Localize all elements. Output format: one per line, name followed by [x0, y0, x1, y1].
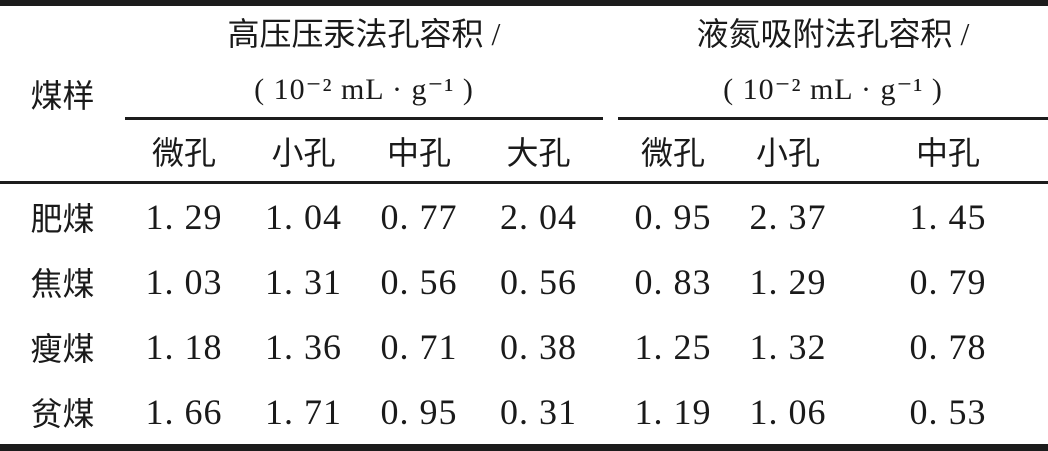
group-rule-left — [125, 117, 603, 120]
group-unit: ( 10⁻² mL · g⁻¹ ) — [723, 73, 943, 107]
data-cell: 0. 95 — [380, 391, 458, 432]
data-cell: 0. 53 — [909, 391, 987, 432]
table-header: 煤样 高压压汞法孔容积 / ( 10⁻² mL · g⁻¹ ) 液氮吸附法孔容积… — [0, 6, 1048, 181]
table-top-rule — [0, 0, 1048, 6]
data-cell: 1. 04 — [265, 196, 342, 237]
header-body-rule — [0, 181, 1048, 184]
data-cell: 1. 25 — [634, 326, 712, 367]
row-label: 焦煤 — [30, 265, 95, 302]
subcolumn-header-micro-hg: 微孔 — [151, 134, 216, 171]
data-cell: 0. 31 — [500, 391, 577, 432]
data-cell: 1. 66 — [145, 391, 223, 432]
group-title: 高压压汞法孔容积 / — [227, 15, 501, 52]
data-cell: 1. 19 — [634, 391, 712, 432]
data-cell: 0. 83 — [634, 261, 712, 302]
subcolumn-header-small-hg: 小孔 — [271, 134, 336, 171]
data-cell: 1. 06 — [749, 391, 827, 432]
data-cell: 1. 03 — [145, 261, 223, 302]
data-cell: 1. 45 — [909, 196, 987, 237]
row-label: 肥煤 — [30, 200, 95, 237]
data-cell: 2. 37 — [749, 196, 827, 237]
group-header-mercury-porosimetry: 高压压汞法孔容积 / ( 10⁻² mL · g⁻¹ ) — [125, 6, 603, 117]
table-body: 肥煤 1. 29 1. 04 0. 77 2. 04 0. 95 2. 37 1… — [0, 184, 1048, 444]
subcolumn-header-small-n2: 小孔 — [755, 134, 820, 171]
data-cell: 0. 77 — [380, 196, 458, 237]
group-divider-rules — [0, 117, 1048, 120]
data-cell: 0. 95 — [634, 196, 712, 237]
data-cell: 0. 79 — [909, 261, 987, 302]
data-cell: 0. 56 — [380, 261, 458, 302]
data-cell: 1. 71 — [265, 391, 342, 432]
data-cell: 0. 71 — [380, 326, 458, 367]
data-cell: 2. 04 — [500, 196, 577, 237]
row-label: 瘦煤 — [30, 330, 95, 367]
group-header-nitrogen-adsorption: 液氮吸附法孔容积 / ( 10⁻² mL · g⁻¹ ) — [618, 6, 1048, 117]
data-cell: 1. 18 — [145, 326, 223, 367]
table-row-meager-coal: 贫煤 1. 66 1. 71 0. 95 0. 31 1. 19 1. 06 0… — [0, 379, 1048, 444]
row-header-coal-sample: 煤样 — [30, 77, 95, 114]
data-cell: 1. 36 — [265, 326, 342, 367]
table-row-lean-coal: 瘦煤 1. 18 1. 36 0. 71 0. 38 1. 25 1. 32 0… — [0, 314, 1048, 379]
table-row-coking-coal: 焦煤 1. 03 1. 31 0. 56 0. 56 0. 83 1. 29 0… — [0, 249, 1048, 314]
table-bottom-rule — [0, 444, 1048, 451]
subcolumn-header-medium-hg: 中孔 — [386, 134, 451, 171]
data-cell: 0. 78 — [909, 326, 987, 367]
data-cell: 1. 31 — [265, 261, 342, 302]
group-rule-right — [618, 117, 1048, 120]
group-title: 液氮吸附法孔容积 / — [696, 15, 970, 52]
data-cell: 0. 56 — [500, 261, 577, 302]
row-label: 贫煤 — [30, 395, 95, 432]
subcolumn-header-micro-n2: 微孔 — [640, 134, 705, 171]
data-cell: 1. 29 — [145, 196, 223, 237]
data-cell: 0. 38 — [500, 326, 577, 367]
subcolumn-header-large-hg: 大孔 — [506, 134, 571, 171]
group-title-row: 高压压汞法孔容积 / ( 10⁻² mL · g⁻¹ ) 液氮吸附法孔容积 / … — [0, 6, 1048, 117]
subcolumn-header-medium-n2: 中孔 — [915, 134, 980, 171]
subcolumn-header-row: 微孔 小孔 中孔 大孔 微孔 小孔 中孔 — [0, 120, 1048, 181]
group-unit: ( 10⁻² mL · g⁻¹ ) — [254, 73, 474, 107]
data-cell: 1. 32 — [749, 326, 827, 367]
table-row-fat-coal: 肥煤 1. 29 1. 04 0. 77 2. 04 0. 95 2. 37 1… — [0, 184, 1048, 249]
data-cell: 1. 29 — [749, 261, 827, 302]
